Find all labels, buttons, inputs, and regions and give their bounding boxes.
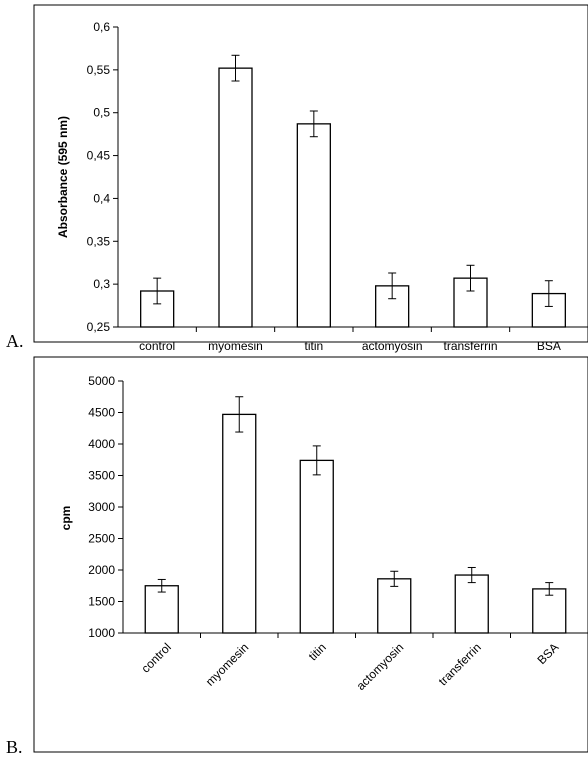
panel-b-y-tick-label: 4500 [88,406,115,420]
panel-a-x-tick-label: actomyosin [362,339,423,353]
panel-b-y-tick-label: 5000 [88,374,115,388]
panel-a-y-axis-label: Absorbance (595 nm) [56,116,70,238]
panel-b-bar-transferrin [454,574,489,634]
panel-b-y-tick-label: 1000 [88,626,115,640]
panel-a-y-tick-label: 0,4 [93,191,110,205]
panel-a-bar-myomesin [218,67,253,328]
panel-a-x-tick-label: BSA [537,339,561,353]
panel-b-bar-titin [299,459,334,634]
panel-b-y-tick-label: 4000 [88,437,115,451]
panel-a-label: A. [6,331,24,351]
panel-a: A. Absorbance (595 nm) 0,25 0,3 0,35 0,4 0,4… [6,4,588,353]
panel-a-x-tick-label: control [139,339,175,353]
panel-a-bar-titin [296,123,331,328]
panel-a-y-tick-label: 0,25 [87,320,111,334]
panel-b-y-tick-label: 2500 [88,532,115,546]
panel-b-bar-myomesin [222,413,257,634]
panel-b-y-tick-label: 3000 [88,500,115,514]
panel-b-y-axis-label: cpm [59,506,73,531]
panel-a-y-tick-label: 0,3 [93,277,110,291]
panel-b-bar-control [144,585,179,634]
panel-a-y-tick-label: 0,55 [87,63,111,77]
panel-a-x-tick-label: myomesin [208,339,263,353]
panel-a-y-tick-label: 0,45 [87,149,111,163]
panel-b-y-tick-label: 1500 [88,595,115,609]
panel-b-y-tick-label: 3500 [88,469,115,483]
panel-b-label: B. [6,737,23,757]
panel-a-y-tick-label: 0,6 [93,20,110,34]
panel-a-x-tick-label: transferrin [443,339,497,353]
panel-a-plot: 0,25 0,3 0,35 0,4 0,45 0,5 0,55 0,6 control myome… [87,20,588,353]
panel-b: B. cpm 1000 1500 2000 2500 3000 3500 4000 4500 5… [6,356,588,757]
panel-a-y-tick-label: 0,35 [87,234,111,248]
panel-b-bar-actomyosin [377,578,412,634]
panel-b-y-tick-label: 2000 [88,563,115,577]
panel-a-y-tick-label: 0,5 [93,106,110,120]
panel-a-x-tick-label: titin [304,339,323,353]
